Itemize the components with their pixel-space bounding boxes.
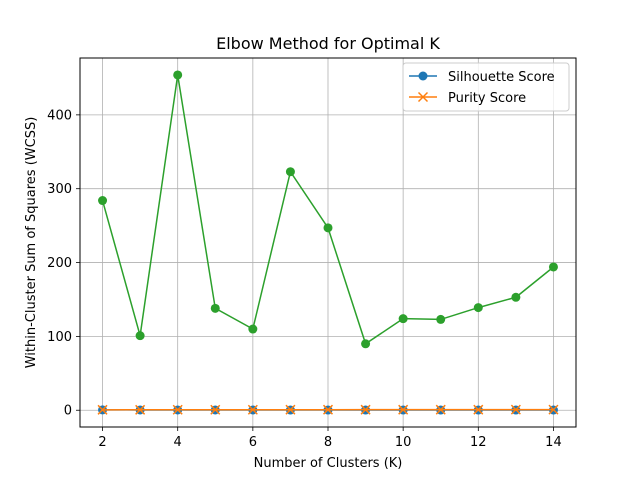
data-point [548,262,558,272]
data-point [473,404,484,415]
data-point [285,404,296,415]
legend-label-silhouette: Silhouette Score [448,70,555,85]
legend-marker-silhouette [418,71,428,81]
data-point [436,314,446,324]
y-tick-label: 0 [64,404,72,419]
data-point [361,339,371,349]
data-point [247,404,258,415]
legend-box [402,62,570,112]
data-point [510,404,521,415]
tick-layer: 2 4 6 8 10 12 14 0 100 200 300 400 [47,108,562,450]
data-point [323,223,333,233]
data-point [135,331,145,341]
data-point [360,404,371,415]
series-layer [97,70,559,415]
x-tick-label: 4 [174,435,182,450]
x-tick-label: 8 [324,435,332,450]
data-point [98,196,108,206]
x-tick-label: 14 [545,435,562,450]
y-tick-label: 100 [47,330,72,345]
data-point [248,324,258,334]
x-axis-label: Number of Clusters (K) [254,456,403,471]
legend-marker-purity [417,91,429,103]
chart-title: Elbow Method for Optimal K [216,34,440,53]
data-point [285,167,295,177]
series-2 [98,70,558,349]
data-point [473,303,483,313]
data-point [398,404,409,415]
y-tick-label: 400 [47,108,72,123]
series-1 [97,404,559,415]
data-point [511,292,521,302]
y-axis-label: Within-Cluster Sum of Squares (WCSS) [24,117,39,369]
data-point [172,404,183,415]
x-tick-label: 12 [470,435,487,450]
data-point [135,404,146,415]
data-point [210,404,221,415]
y-tick-label: 300 [47,182,72,197]
legend-label-purity: Purity Score [448,91,526,106]
data-point [210,303,220,313]
y-tick-label: 200 [47,256,72,271]
x-tick-label: 10 [395,435,412,450]
x-tick-label: 6 [249,435,257,450]
x-tick-label: 2 [98,435,106,450]
data-point [435,404,446,415]
data-point [548,404,559,415]
legend: Silhouette Score Purity Score [402,62,570,112]
data-point [322,404,334,415]
data-point [97,404,108,415]
data-point [398,314,408,324]
data-point [173,70,183,80]
